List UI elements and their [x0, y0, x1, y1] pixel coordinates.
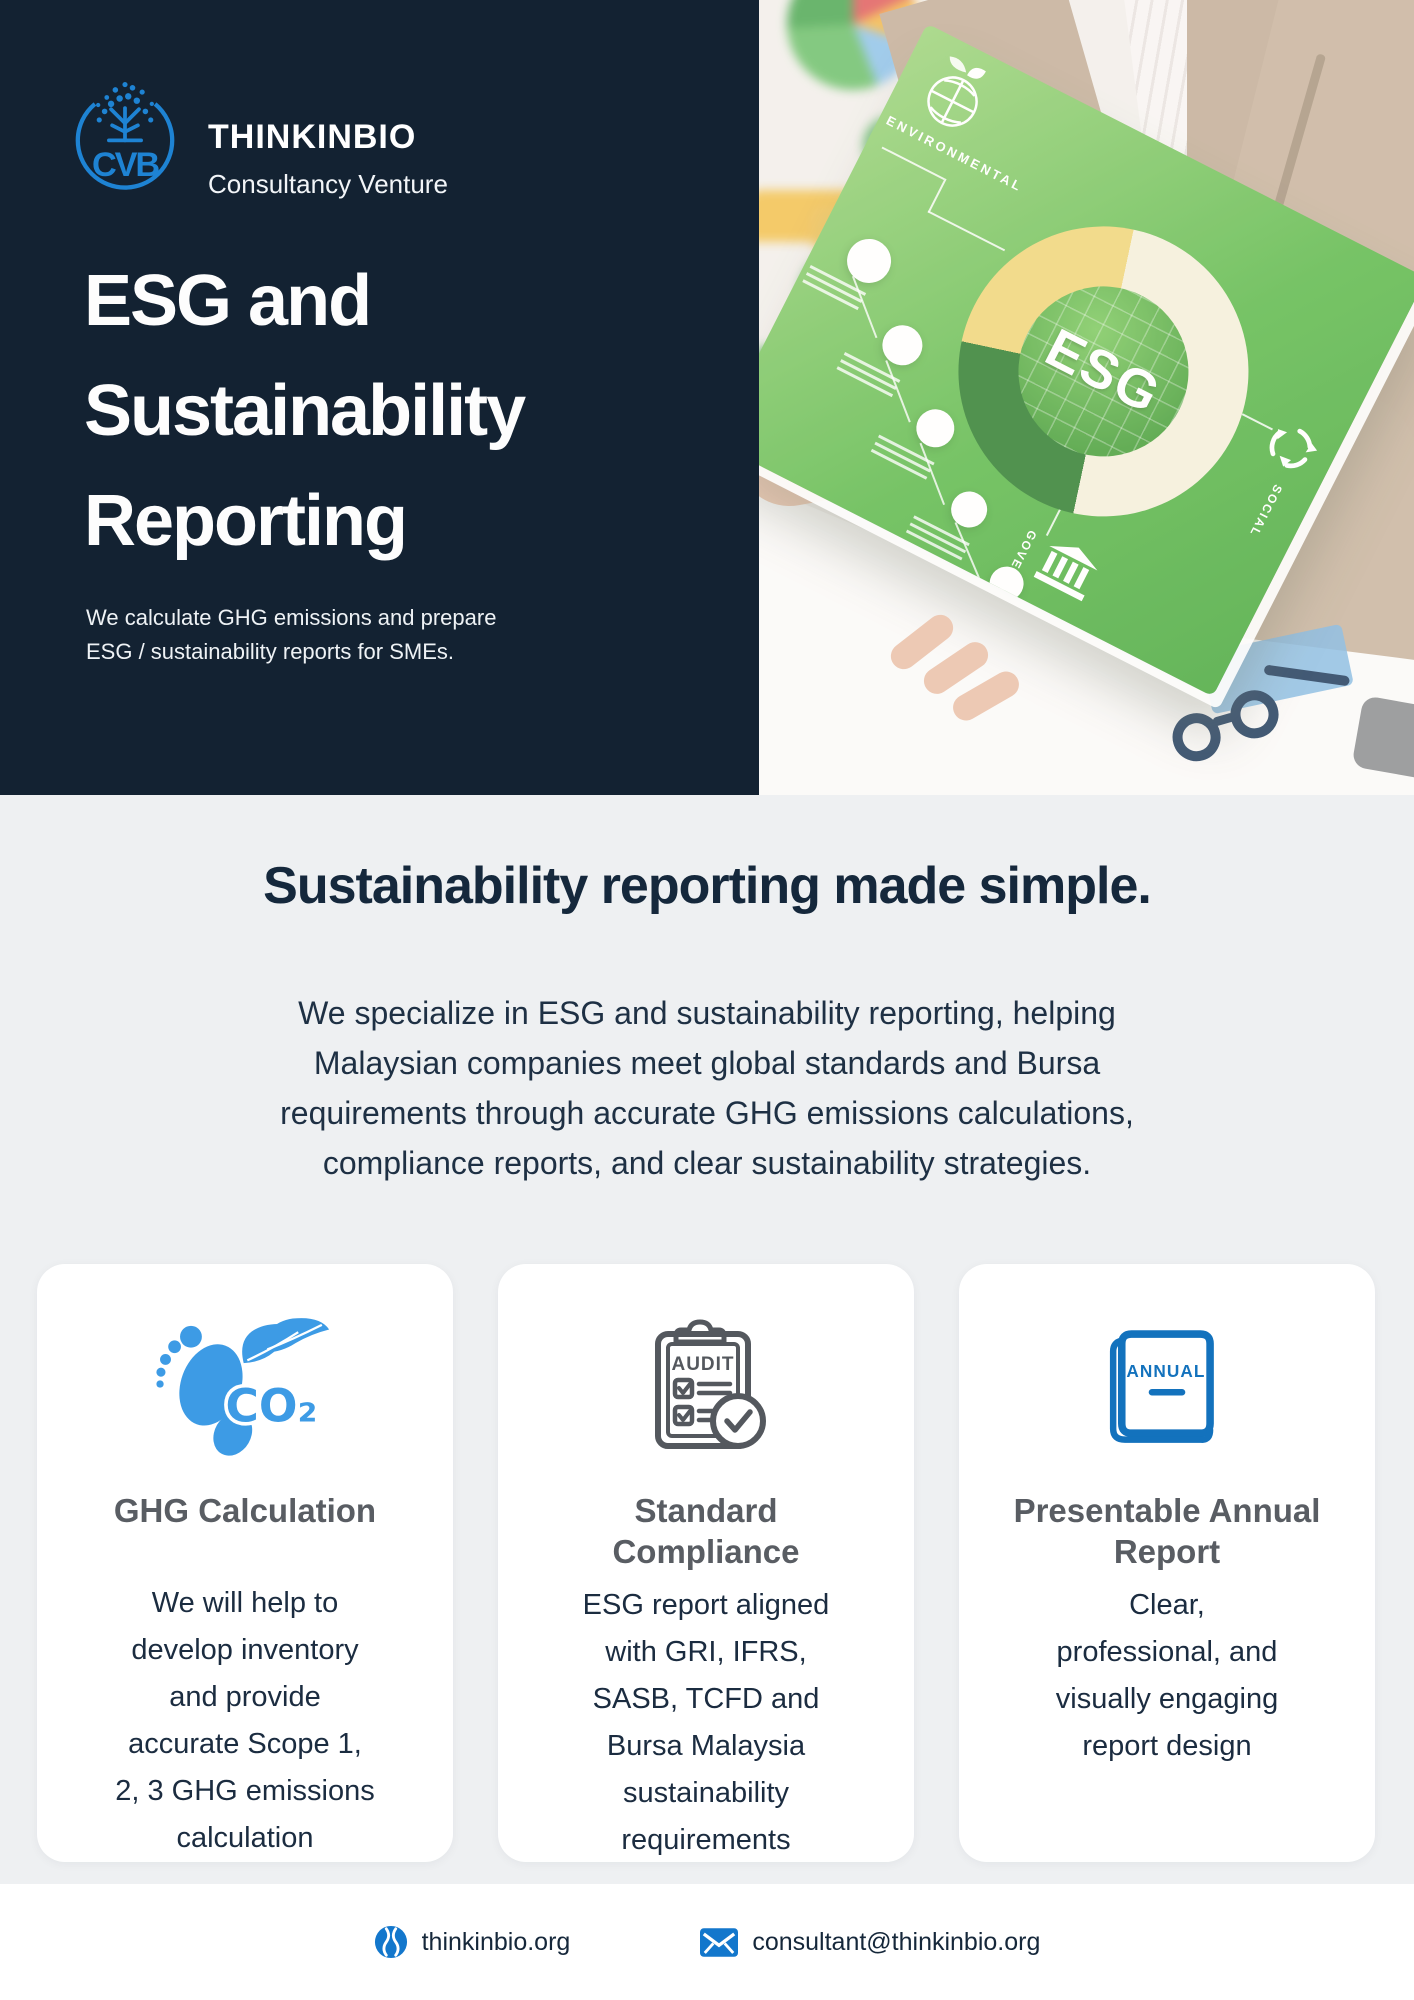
governance-bank-icon: [1033, 545, 1098, 602]
feature-card-standard-compliance: AUDIT Standard Compliance ESG report ali…: [498, 1264, 914, 1862]
email-text: consultant@thinkinbio.org: [752, 1927, 1041, 1956]
email-link[interactable]: consultant@thinkinbio.org: [700, 1928, 1040, 1957]
hero-subtitle: We calculate GHG emissions and prepare E…: [86, 605, 497, 664]
card-title: Presentable Annual Report: [1013, 1492, 1321, 1570]
logo-monogram: CVB: [92, 146, 159, 184]
section-paragraph: We specialize in ESG and sustainability …: [280, 995, 1134, 1181]
email-icon: [700, 1927, 739, 1957]
audit-checklist-icon: AUDIT: [655, 1319, 766, 1449]
brand-block: THINKINBIO Consultancy Venture: [208, 118, 448, 200]
footer-bar: thinkinbio.org consultant@thinkinbio.org: [0, 1884, 1414, 2000]
annual-report-book-icon: ANNUAL: [1109, 1330, 1214, 1443]
audit-label: AUDIT: [671, 1354, 734, 1375]
brand-name: THINKINBIO: [208, 118, 417, 156]
brand-tagline: Consultancy Venture: [208, 169, 448, 199]
globe-icon: [374, 1925, 407, 1959]
feature-card-ghg-calculation: CO₂ GHG Calculation We will help to deve…: [37, 1264, 453, 1862]
hero-photo: ENVIRONMENTAL ESG SOCI: [759, 0, 1414, 795]
recycle-icon: [1269, 428, 1318, 469]
card-body: We will help to develop inventory and pr…: [115, 1587, 375, 1854]
section-heading: Sustainability reporting made simple.: [263, 857, 1152, 915]
co2-label: CO₂: [225, 1379, 317, 1432]
page-title: ESG and Sustainability Reporting: [84, 261, 526, 561]
card-body: Clear, professional, and visually engagi…: [1055, 1589, 1279, 1762]
cvb-tree-logo-icon: CVB: [75, 82, 175, 190]
co2-footprint-icon: CO₂: [155, 1318, 329, 1456]
website-text: thinkinbio.org: [421, 1927, 571, 1956]
eco-globe-icon: [927, 56, 986, 127]
website-link[interactable]: thinkinbio.org: [374, 1925, 571, 1959]
feature-card-annual-report: ANNUAL Presentable Annual Report Clear, …: [959, 1264, 1375, 1862]
card-title: Standard Compliance: [612, 1492, 800, 1570]
card-body: ESG report aligned with GRI, IFRS, SASB,…: [582, 1589, 830, 1856]
card-title: GHG Calculation: [113, 1492, 377, 1529]
annual-label: ANNUAL: [1126, 1361, 1205, 1381]
esg-infographic-card: ENVIRONMENTAL ESG SOCI: [759, 23, 1414, 697]
hero-panel: CVB THINKINBIO Consultancy Venture ESG a…: [0, 0, 759, 795]
